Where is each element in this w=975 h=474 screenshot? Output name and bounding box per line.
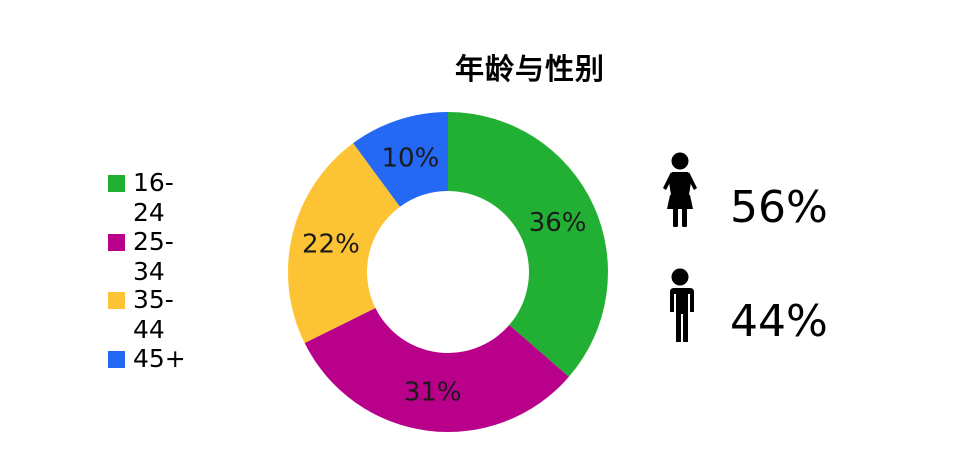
male-person-icon	[670, 268, 694, 342]
legend-label: 25-34	[133, 226, 174, 286]
donut-slice-16-24	[448, 112, 609, 377]
chart-title: 年龄与性别	[454, 52, 605, 86]
legend-label: 16-24	[133, 168, 174, 227]
donut-slice-45-plus	[353, 112, 448, 207]
legend-label: 45+	[133, 343, 186, 373]
legend-label: 35-44	[133, 285, 174, 344]
slice-data-label: 31%	[404, 378, 462, 408]
slice-data-label: 10%	[382, 144, 440, 174]
female-person-icon	[663, 152, 697, 227]
legend-swatch	[108, 292, 125, 309]
slice-data-label: 22%	[302, 230, 360, 260]
legend-swatch	[108, 175, 125, 192]
female-percentage: 56%	[730, 182, 828, 233]
donut-slice-35-44	[288, 143, 400, 344]
slice-data-label: 36%	[529, 208, 587, 238]
male-percentage: 44%	[730, 296, 828, 347]
legend-swatch	[108, 350, 125, 368]
legend-swatch	[108, 233, 125, 251]
donut-slice-25-34	[304, 307, 569, 432]
